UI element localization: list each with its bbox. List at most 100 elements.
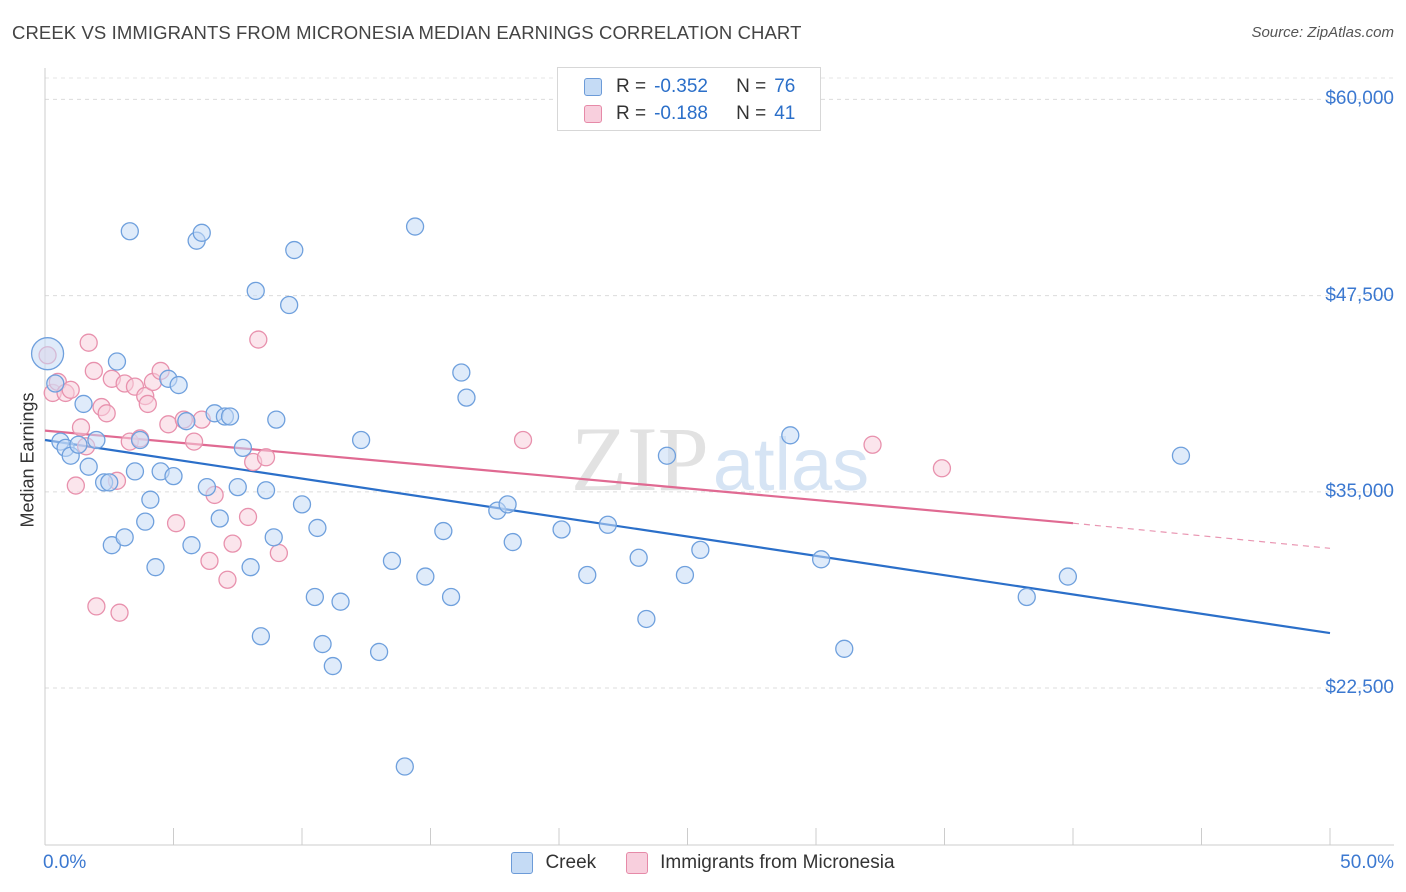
data-point-creek [197,477,217,497]
legend-swatch-creek [584,78,602,96]
data-point-creek [395,757,414,776]
data-point-creek [30,337,65,371]
legend-n-value: 76 [774,76,796,97]
data-point-creek [552,520,571,539]
legend-item-micronesia[interactable]: Immigrants from Micronesia [626,852,895,874]
data-point-creek [264,528,283,547]
data-point-creek [434,521,453,541]
data-point-micronesia [932,459,952,478]
data-point-creek [675,565,695,585]
data-point-creek [246,281,265,301]
trend-line-creek [44,438,1331,635]
data-point-creek [331,592,350,611]
data-point-creek [256,481,276,500]
data-point-creek [457,388,476,407]
legend-swatch-micronesia [584,105,602,123]
source-label: Source: ZipAtlas.com [1251,24,1394,41]
data-point-micronesia [71,418,91,437]
data-point-creek [382,551,402,571]
data-point-micronesia [513,430,533,450]
legend-r-value: -0.352 [654,76,708,97]
data-point-creek [141,490,160,509]
data-point-creek [125,462,145,481]
data-point-creek [369,642,389,662]
data-point-creek [1017,587,1036,607]
data-point-creek [1171,446,1191,465]
data-point-creek [691,540,710,560]
y-tick-label: $22,500 [1325,677,1394,699]
data-point-micronesia [863,435,882,454]
data-point-creek [305,587,325,607]
data-point-creek [69,435,88,454]
data-point-creek [228,477,247,497]
legend-label-micronesia: Immigrants from Micronesia [660,852,895,873]
data-point-creek [164,466,183,486]
watermark: ZIPatlas [571,408,869,510]
data-point-creek [267,410,286,429]
legend-row-creek: R = -0.352 N = 76 [584,74,795,100]
data-point-micronesia [87,597,106,616]
legend-label-creek: Creek [545,852,597,873]
data-point-creek [107,352,127,371]
data-point-creek [781,426,800,445]
trend-line-extension [1072,522,1331,549]
x-tick-label-max: 50.0% [1340,852,1394,873]
data-points [30,217,1191,776]
legend-swatch-creek [511,852,534,874]
data-point-creek [233,438,253,458]
data-point-creek [637,609,656,629]
data-point-creek [100,473,119,492]
data-point-creek [503,532,522,552]
data-point-micronesia [166,514,186,533]
data-point-micronesia [200,551,219,571]
data-point-creek [292,495,312,514]
data-point-creek [285,240,304,260]
data-point-creek [351,430,371,450]
data-point-creek [192,223,211,242]
data-point-micronesia [79,333,98,352]
data-point-creek [146,558,165,577]
data-point-micronesia [249,330,268,349]
data-point-creek [74,394,93,414]
legend-item-creek[interactable]: Creek [511,852,596,874]
legend-n-label: N = [736,103,767,124]
series-legend: Creek Immigrants from Micronesia [0,852,1406,874]
data-point-creek [657,446,677,465]
y-tick-label: $60,000 [1325,88,1394,110]
legend-r-value: -0.188 [654,103,708,124]
trend-lines [44,429,1331,635]
data-point-creek [1058,567,1078,586]
data-point-creek [169,375,188,395]
data-point-creek [578,565,597,585]
data-point-creek [313,634,332,654]
data-point-micronesia [269,543,289,563]
data-point-creek [210,509,229,528]
data-point-creek [811,550,831,569]
data-point-creek [279,295,299,315]
grid-lines [45,77,1394,689]
data-point-creek [177,412,196,431]
data-point-creek [182,536,201,555]
data-point-creek [405,217,425,236]
data-point-creek [87,430,106,450]
data-point-micronesia [159,415,178,434]
data-point-creek [46,374,65,393]
legend-n-label: N = [736,76,767,97]
chart-title: CREEK VS IMMIGRANTS FROM MICRONESIA MEDI… [12,22,802,43]
data-point-creek [835,639,854,658]
data-point-creek [220,407,240,426]
stats-legend: R = -0.352 N = 76 R = -0.188 N = 41 [557,67,821,131]
data-point-creek [498,495,517,514]
data-point-creek [120,222,139,241]
data-point-micronesia [184,432,204,451]
data-point-creek [251,627,271,646]
data-point-creek [115,528,134,547]
data-point-micronesia [61,380,80,399]
legend-swatch-micronesia [626,852,649,874]
data-point-creek [416,567,435,586]
data-point-micronesia [238,507,258,527]
y-tick-label: $47,500 [1325,284,1394,306]
data-point-creek [629,548,648,567]
legend-row-micronesia: R = -0.188 N = 41 [584,101,795,127]
y-axis-label: Median Earnings [17,392,38,528]
